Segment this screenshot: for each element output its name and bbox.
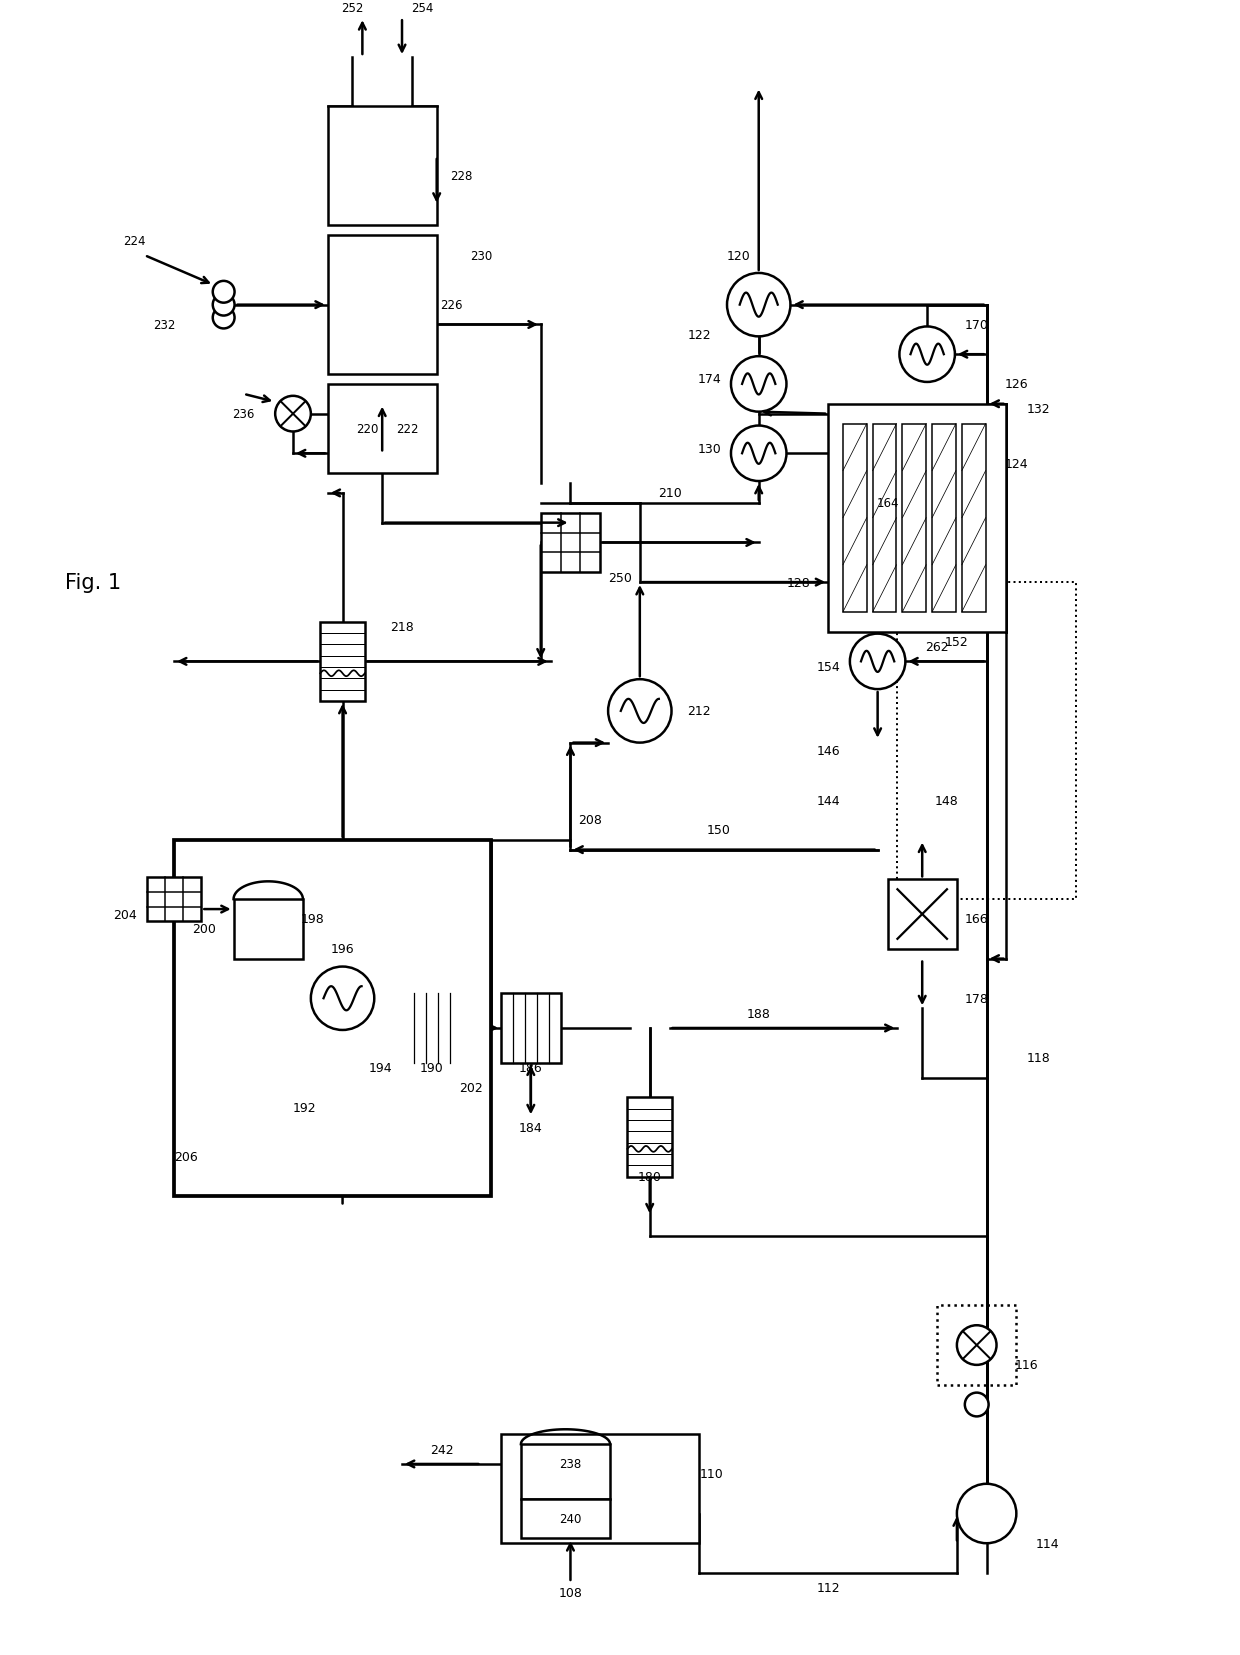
Bar bbox=[174, 841, 491, 1197]
Bar bbox=[843, 424, 867, 612]
Bar bbox=[828, 404, 1007, 632]
Text: 242: 242 bbox=[430, 1443, 454, 1456]
Text: 218: 218 bbox=[391, 621, 414, 634]
Text: 152: 152 bbox=[945, 636, 968, 649]
Text: 204: 204 bbox=[113, 909, 136, 920]
Text: 122: 122 bbox=[687, 329, 711, 341]
Text: 150: 150 bbox=[707, 824, 732, 837]
Text: 184: 184 bbox=[520, 1120, 543, 1134]
Text: 206: 206 bbox=[174, 1150, 198, 1163]
Text: 198: 198 bbox=[301, 914, 325, 925]
Bar bbox=[327, 237, 436, 374]
Circle shape bbox=[957, 1326, 997, 1365]
Text: 144: 144 bbox=[816, 794, 839, 808]
Text: 230: 230 bbox=[470, 250, 492, 263]
Text: 192: 192 bbox=[293, 1101, 316, 1114]
Text: 226: 226 bbox=[440, 300, 463, 311]
Text: 190: 190 bbox=[420, 1061, 444, 1074]
Text: 212: 212 bbox=[687, 705, 711, 718]
Text: 128: 128 bbox=[786, 576, 810, 589]
Text: 170: 170 bbox=[965, 319, 988, 331]
Text: 146: 146 bbox=[816, 745, 839, 758]
Text: 108: 108 bbox=[558, 1585, 583, 1599]
Bar bbox=[873, 424, 897, 612]
Circle shape bbox=[213, 295, 234, 316]
Text: 224: 224 bbox=[123, 235, 146, 248]
Bar bbox=[898, 583, 1076, 900]
Bar bbox=[903, 424, 926, 612]
Circle shape bbox=[608, 680, 672, 743]
Text: 210: 210 bbox=[657, 487, 682, 500]
Bar bbox=[327, 108, 436, 227]
Bar bbox=[501, 993, 560, 1063]
Text: 228: 228 bbox=[450, 170, 472, 184]
Bar bbox=[932, 424, 956, 612]
Bar bbox=[327, 384, 436, 473]
Text: 232: 232 bbox=[153, 319, 175, 331]
Circle shape bbox=[311, 967, 374, 1031]
Bar bbox=[146, 877, 201, 922]
Circle shape bbox=[730, 427, 786, 482]
Text: 196: 196 bbox=[331, 943, 355, 955]
Text: 116: 116 bbox=[1014, 1359, 1038, 1372]
Circle shape bbox=[213, 308, 234, 329]
Text: 262: 262 bbox=[925, 640, 949, 654]
Bar bbox=[541, 513, 600, 573]
Text: 222: 222 bbox=[396, 422, 418, 435]
Text: 148: 148 bbox=[935, 794, 959, 808]
Bar bbox=[293, 1067, 392, 1167]
Text: 132: 132 bbox=[1027, 402, 1050, 415]
Bar bbox=[962, 424, 986, 612]
Text: 112: 112 bbox=[816, 1582, 839, 1594]
Circle shape bbox=[899, 328, 955, 382]
Bar bbox=[521, 1499, 610, 1539]
Circle shape bbox=[727, 273, 790, 338]
Text: 202: 202 bbox=[460, 1081, 484, 1094]
Text: 240: 240 bbox=[559, 1513, 582, 1524]
Circle shape bbox=[965, 1394, 988, 1417]
Text: 166: 166 bbox=[965, 914, 988, 925]
Circle shape bbox=[957, 1485, 1017, 1544]
Text: 126: 126 bbox=[1004, 379, 1028, 391]
Text: 200: 200 bbox=[192, 923, 216, 935]
Bar bbox=[233, 900, 303, 958]
Bar bbox=[937, 1306, 1017, 1385]
Text: 114: 114 bbox=[1037, 1537, 1060, 1549]
Text: 186: 186 bbox=[520, 1061, 543, 1074]
Bar bbox=[521, 1445, 610, 1499]
Text: 178: 178 bbox=[965, 991, 988, 1005]
Bar bbox=[627, 1097, 672, 1177]
Text: 118: 118 bbox=[1027, 1051, 1050, 1064]
Bar bbox=[888, 880, 957, 948]
Text: 154: 154 bbox=[816, 660, 839, 674]
Bar bbox=[320, 622, 365, 702]
Bar bbox=[402, 993, 461, 1063]
Text: 174: 174 bbox=[697, 374, 720, 386]
Bar bbox=[501, 1435, 699, 1544]
Text: Fig. 1: Fig. 1 bbox=[66, 573, 122, 592]
Text: 188: 188 bbox=[746, 1006, 770, 1019]
Circle shape bbox=[213, 281, 234, 303]
Text: 254: 254 bbox=[410, 2, 433, 15]
Text: 180: 180 bbox=[637, 1170, 662, 1183]
Text: 194: 194 bbox=[368, 1061, 392, 1074]
Circle shape bbox=[730, 357, 786, 412]
Text: 220: 220 bbox=[356, 422, 378, 435]
Text: 124: 124 bbox=[1004, 457, 1028, 470]
Text: 236: 236 bbox=[232, 407, 254, 420]
Text: 110: 110 bbox=[699, 1468, 723, 1481]
Text: 252: 252 bbox=[341, 2, 363, 15]
Circle shape bbox=[275, 397, 311, 432]
Text: 120: 120 bbox=[727, 250, 750, 263]
Text: 164: 164 bbox=[877, 496, 899, 510]
Text: 238: 238 bbox=[559, 1458, 582, 1471]
Circle shape bbox=[849, 634, 905, 690]
Text: 250: 250 bbox=[608, 571, 632, 584]
Text: 130: 130 bbox=[697, 442, 720, 455]
Text: 208: 208 bbox=[578, 814, 603, 828]
